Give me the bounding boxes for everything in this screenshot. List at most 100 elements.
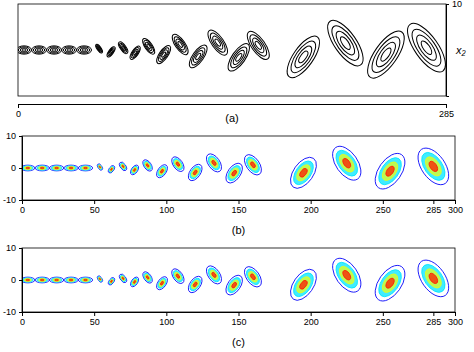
contour-level — [40, 167, 44, 169]
contour-level — [62, 46, 77, 54]
contour-level — [231, 282, 237, 289]
vortex — [62, 46, 77, 54]
y-tick: 10 — [6, 131, 22, 141]
contour-level — [69, 279, 73, 281]
vortices — [22, 253, 455, 306]
contour-level — [419, 39, 433, 56]
x-tick-mark — [455, 200, 456, 204]
contour-level — [99, 166, 101, 168]
x-tick-label: 150 — [231, 205, 246, 215]
vortex — [49, 277, 63, 283]
contour-level — [208, 269, 219, 281]
contour-level — [53, 279, 60, 282]
contour-level — [417, 260, 450, 296]
contour-level — [203, 151, 224, 174]
contour-level — [427, 160, 439, 173]
x-tick-label: 0 — [20, 317, 25, 327]
vortex — [412, 143, 455, 191]
x-tick: 150 — [231, 200, 246, 215]
contour-level — [22, 278, 33, 282]
x-tick-label: 300 — [448, 317, 463, 327]
contour-level — [144, 162, 151, 170]
vortex — [64, 277, 78, 283]
contour-level — [108, 49, 114, 56]
contour-level — [96, 45, 103, 53]
contour-level — [327, 22, 364, 65]
vortex — [106, 46, 117, 59]
caption: (a) — [225, 112, 238, 124]
contour-level — [254, 41, 262, 51]
x-axis-line — [23, 313, 456, 317]
contour-level — [367, 33, 405, 77]
contour-level — [97, 276, 103, 282]
vortex — [361, 26, 411, 84]
contour-level — [109, 167, 113, 172]
contour-level — [214, 38, 221, 47]
contour-level — [244, 267, 262, 287]
contour-level — [292, 44, 315, 71]
contour-level — [412, 143, 455, 191]
vortex — [107, 165, 116, 175]
contour-level — [22, 49, 26, 51]
vortex — [118, 273, 128, 284]
contour-level — [84, 167, 88, 169]
contour-level — [161, 51, 166, 57]
vortex — [35, 165, 49, 171]
vortex — [35, 277, 49, 283]
x-tick-mark — [433, 200, 434, 204]
contour-level — [211, 160, 217, 167]
contour-level — [108, 278, 115, 285]
contour-level — [175, 161, 180, 166]
y-tick-label: -10 — [3, 195, 16, 205]
contour-level — [146, 44, 151, 49]
x-tick-label: 250 — [376, 205, 391, 215]
vortex — [169, 267, 186, 286]
contour-level — [38, 279, 45, 282]
contour-level — [154, 43, 173, 65]
contour-level — [118, 273, 128, 284]
vortex — [154, 275, 169, 292]
contour-level — [98, 277, 102, 281]
y-tick-mark — [446, 4, 449, 5]
vortex — [64, 165, 78, 171]
contour-level — [97, 164, 103, 170]
contour-level — [297, 50, 309, 64]
contour-level — [298, 167, 308, 178]
vortex — [224, 40, 253, 74]
contour-level — [327, 141, 367, 185]
contour-level — [129, 276, 140, 288]
contour-level — [67, 279, 74, 282]
contour-level — [37, 278, 48, 282]
contour-level — [189, 46, 207, 67]
contour-level — [64, 165, 78, 171]
x-tick: 100 — [159, 312, 174, 327]
contour-level — [141, 270, 154, 285]
x-tick-mark — [311, 312, 312, 316]
contour-level — [211, 35, 225, 51]
contour-level — [118, 161, 128, 172]
x-tick: 285 — [439, 104, 454, 119]
contour-level — [140, 37, 157, 56]
contour-level — [171, 269, 184, 283]
x-axis: 050100150200250285300 — [20, 200, 463, 215]
x-axis: 050100150200250285300 — [20, 312, 463, 327]
contour-level — [110, 50, 113, 54]
vortex — [203, 263, 224, 286]
x-tick-label: 100 — [159, 317, 174, 327]
contour-level — [413, 32, 440, 63]
y-tick-label: -10 — [3, 307, 16, 317]
vortex — [321, 15, 369, 71]
x-tick: 285 — [426, 312, 441, 327]
contour-level — [231, 49, 246, 67]
plot-frame — [22, 136, 455, 200]
contour-level — [333, 28, 358, 57]
contour-level — [67, 49, 71, 51]
y-tick: -10 — [3, 195, 22, 205]
vortex — [285, 153, 321, 193]
vortex — [32, 46, 47, 54]
y-tick: -10 — [3, 307, 22, 317]
contour-level — [40, 279, 44, 281]
vortex — [369, 148, 411, 194]
contour-level — [169, 32, 191, 57]
vortex — [169, 155, 186, 174]
